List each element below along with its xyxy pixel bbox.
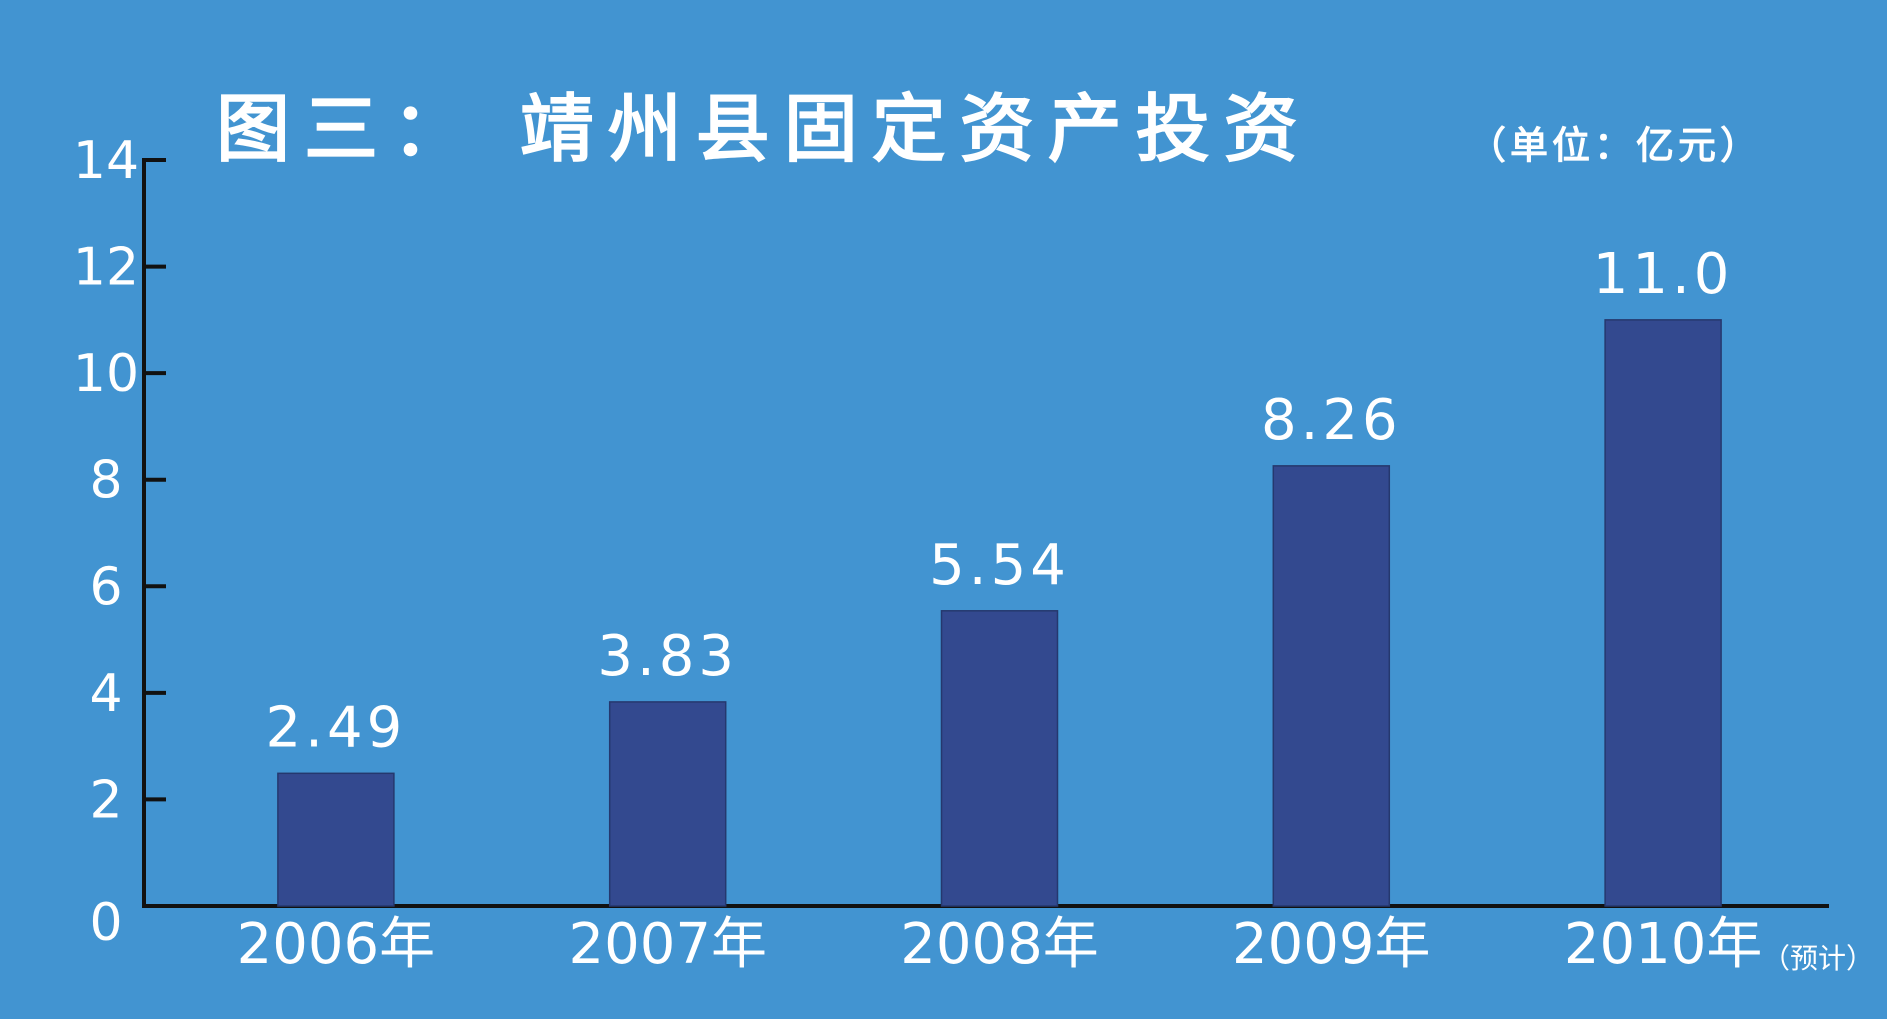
value-label: 2.49 (266, 695, 407, 760)
value-label: 3.83 (597, 624, 738, 689)
x-tick-label: 2008年 (900, 912, 1099, 977)
y-tick-label: 0 (89, 893, 122, 953)
y-tick-label: 4 (89, 664, 122, 724)
x-tick-label: 2007年 (568, 912, 767, 977)
value-label: 11.0 (1593, 242, 1734, 307)
bar (608, 701, 727, 907)
x-tick-label: 2009年 (1232, 912, 1431, 977)
y-tick-label: 10 (73, 344, 139, 404)
bar (277, 772, 395, 907)
annotation: （预计） (1762, 942, 1874, 975)
value-label: 8.26 (1261, 388, 1402, 453)
value-label: 5.54 (929, 533, 1070, 598)
y-tick-label: 8 (89, 451, 122, 511)
x-tick-label: 2006年 (237, 912, 436, 977)
bar (940, 610, 1059, 907)
bar (1604, 319, 1722, 907)
y-tick-label: 12 (73, 238, 139, 298)
chart-title: 图三： 靖州县固定资产投资 (216, 87, 1312, 173)
bar (1272, 465, 1391, 907)
y-tick-label: 6 (89, 557, 122, 617)
y-tick-label: 14 (73, 131, 139, 191)
x-tick-label: 2010年 (1564, 912, 1763, 977)
chart-subtitle: （单位：亿元） (1468, 124, 1762, 168)
y-tick-label: 2 (89, 770, 122, 830)
